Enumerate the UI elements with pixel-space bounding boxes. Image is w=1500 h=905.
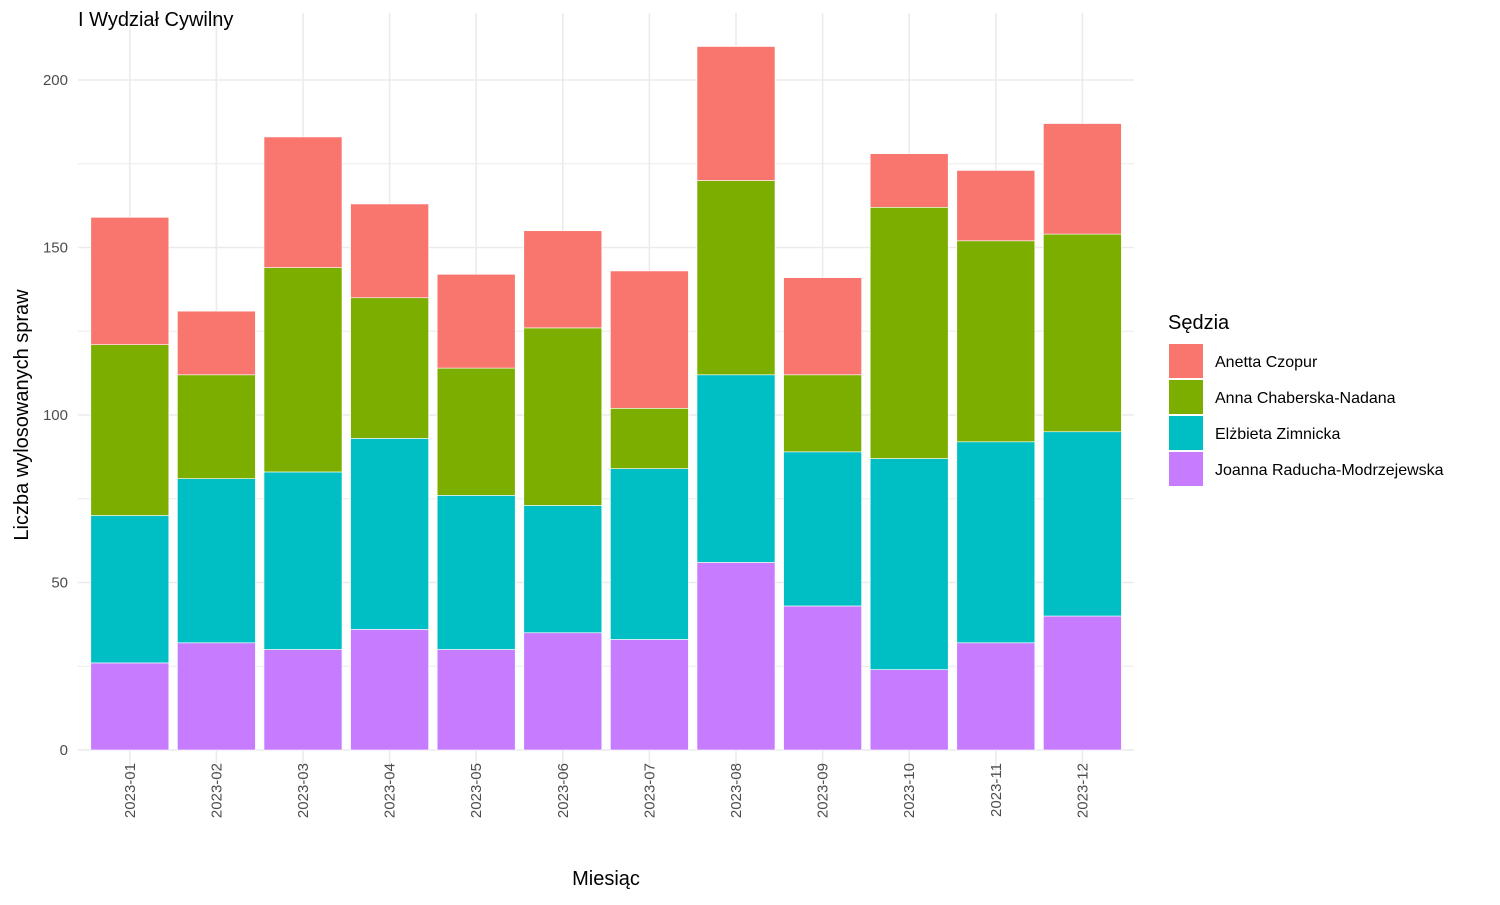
bar-segment xyxy=(783,374,862,453)
x-axis-title: Miesiąc xyxy=(572,868,640,890)
bar-segment xyxy=(783,605,862,751)
x-tick-label: 2023-08 xyxy=(728,763,745,818)
bar-segment xyxy=(869,669,949,751)
x-tick-label: 2023-04 xyxy=(382,763,399,818)
x-tick-label: 2023-09 xyxy=(815,763,832,818)
bar-segment xyxy=(696,374,776,563)
bar-segment xyxy=(696,46,776,181)
x-tick-label: 2023-06 xyxy=(555,763,572,818)
bar-segment xyxy=(1043,233,1122,433)
y-tick-labels: 0 50 100 150 200 xyxy=(43,72,68,759)
bar-segment xyxy=(956,240,1036,443)
bar-segment xyxy=(523,327,603,506)
bar-segment xyxy=(523,505,603,634)
y-axis-title: Liczba wylosowanych spraw xyxy=(11,289,33,541)
bar-segment xyxy=(610,407,689,469)
bar-segment xyxy=(177,310,256,376)
x-tick-label: 2023-02 xyxy=(208,763,225,818)
x-tick-label: 2023-01 xyxy=(122,763,139,818)
bar-segment xyxy=(90,515,170,664)
legend-key xyxy=(1169,380,1203,414)
x-tick-label: 2023-07 xyxy=(641,763,658,818)
bar-segment xyxy=(523,230,603,329)
bar-segment xyxy=(783,277,862,376)
bar-segment xyxy=(263,267,343,473)
bar-segment xyxy=(1043,615,1122,751)
bar-segment xyxy=(263,471,343,650)
bar-segment xyxy=(610,468,689,640)
bar-segment xyxy=(177,374,256,479)
bar-segment xyxy=(90,344,170,516)
legend-key xyxy=(1169,344,1203,378)
bar-segment xyxy=(610,639,689,751)
bar-segment xyxy=(436,649,516,751)
bar-segment xyxy=(696,180,776,376)
y-tick-label: 100 xyxy=(43,407,68,424)
x-tick-label: 2023-12 xyxy=(1074,763,1091,818)
bar-segment xyxy=(436,273,516,369)
legend-label: Joanna Raducha-Modrzejewska xyxy=(1215,462,1444,479)
bar-segment xyxy=(350,297,429,439)
bar-segment xyxy=(1043,123,1122,235)
bar-segment xyxy=(956,170,1036,242)
bar-segment xyxy=(350,438,429,630)
x-tick-label: 2023-10 xyxy=(901,763,918,818)
bar-segment xyxy=(436,367,516,496)
legend: Sędzia Anetta Czopur Anna Chaberska-Nadan… xyxy=(1168,312,1444,486)
y-tick-label: 0 xyxy=(60,742,68,759)
y-tick-label: 50 xyxy=(51,575,68,592)
x-tick-labels: 2023-01 2023-02 2023-03 2023-04 2023-05 2023-… xyxy=(122,763,1092,818)
x-tick-label: 2023-11 xyxy=(988,763,1005,817)
bar-segment xyxy=(177,642,256,751)
bar-segment xyxy=(523,632,603,751)
bar-segment xyxy=(350,203,429,299)
bar-segment xyxy=(869,207,949,459)
legend-label: Anetta Czopur xyxy=(1215,354,1318,371)
bar-segment xyxy=(263,649,343,751)
bar-segment xyxy=(869,458,949,670)
bar-segment xyxy=(869,153,949,208)
bar-segment xyxy=(956,441,1036,644)
y-tick-label: 150 xyxy=(43,240,68,257)
chart-title: I Wydział Cywilny xyxy=(78,9,233,31)
legend-label: Anna Chaberska-Nadana xyxy=(1215,390,1396,407)
bar-segment xyxy=(90,662,170,751)
bar-segment xyxy=(1043,431,1122,617)
bar-segment xyxy=(783,451,862,607)
legend-key xyxy=(1169,452,1203,486)
y-tick-label: 200 xyxy=(43,72,68,89)
bar-segment xyxy=(263,136,343,268)
legend-key xyxy=(1169,416,1203,450)
legend-title: Sędzia xyxy=(1168,312,1230,334)
bar-segment xyxy=(350,629,429,751)
legend-label: Elżbieta Zimnicka xyxy=(1215,426,1340,443)
bar-segment xyxy=(90,217,170,345)
x-tick-label: 2023-03 xyxy=(295,763,312,818)
bar-segment xyxy=(956,642,1036,751)
bar-segment xyxy=(696,562,776,751)
x-tick-label: 2023-05 xyxy=(468,763,485,818)
bar-segment xyxy=(436,495,516,650)
bars xyxy=(90,46,1122,751)
bar-segment xyxy=(177,478,256,644)
bar-segment xyxy=(610,270,689,409)
